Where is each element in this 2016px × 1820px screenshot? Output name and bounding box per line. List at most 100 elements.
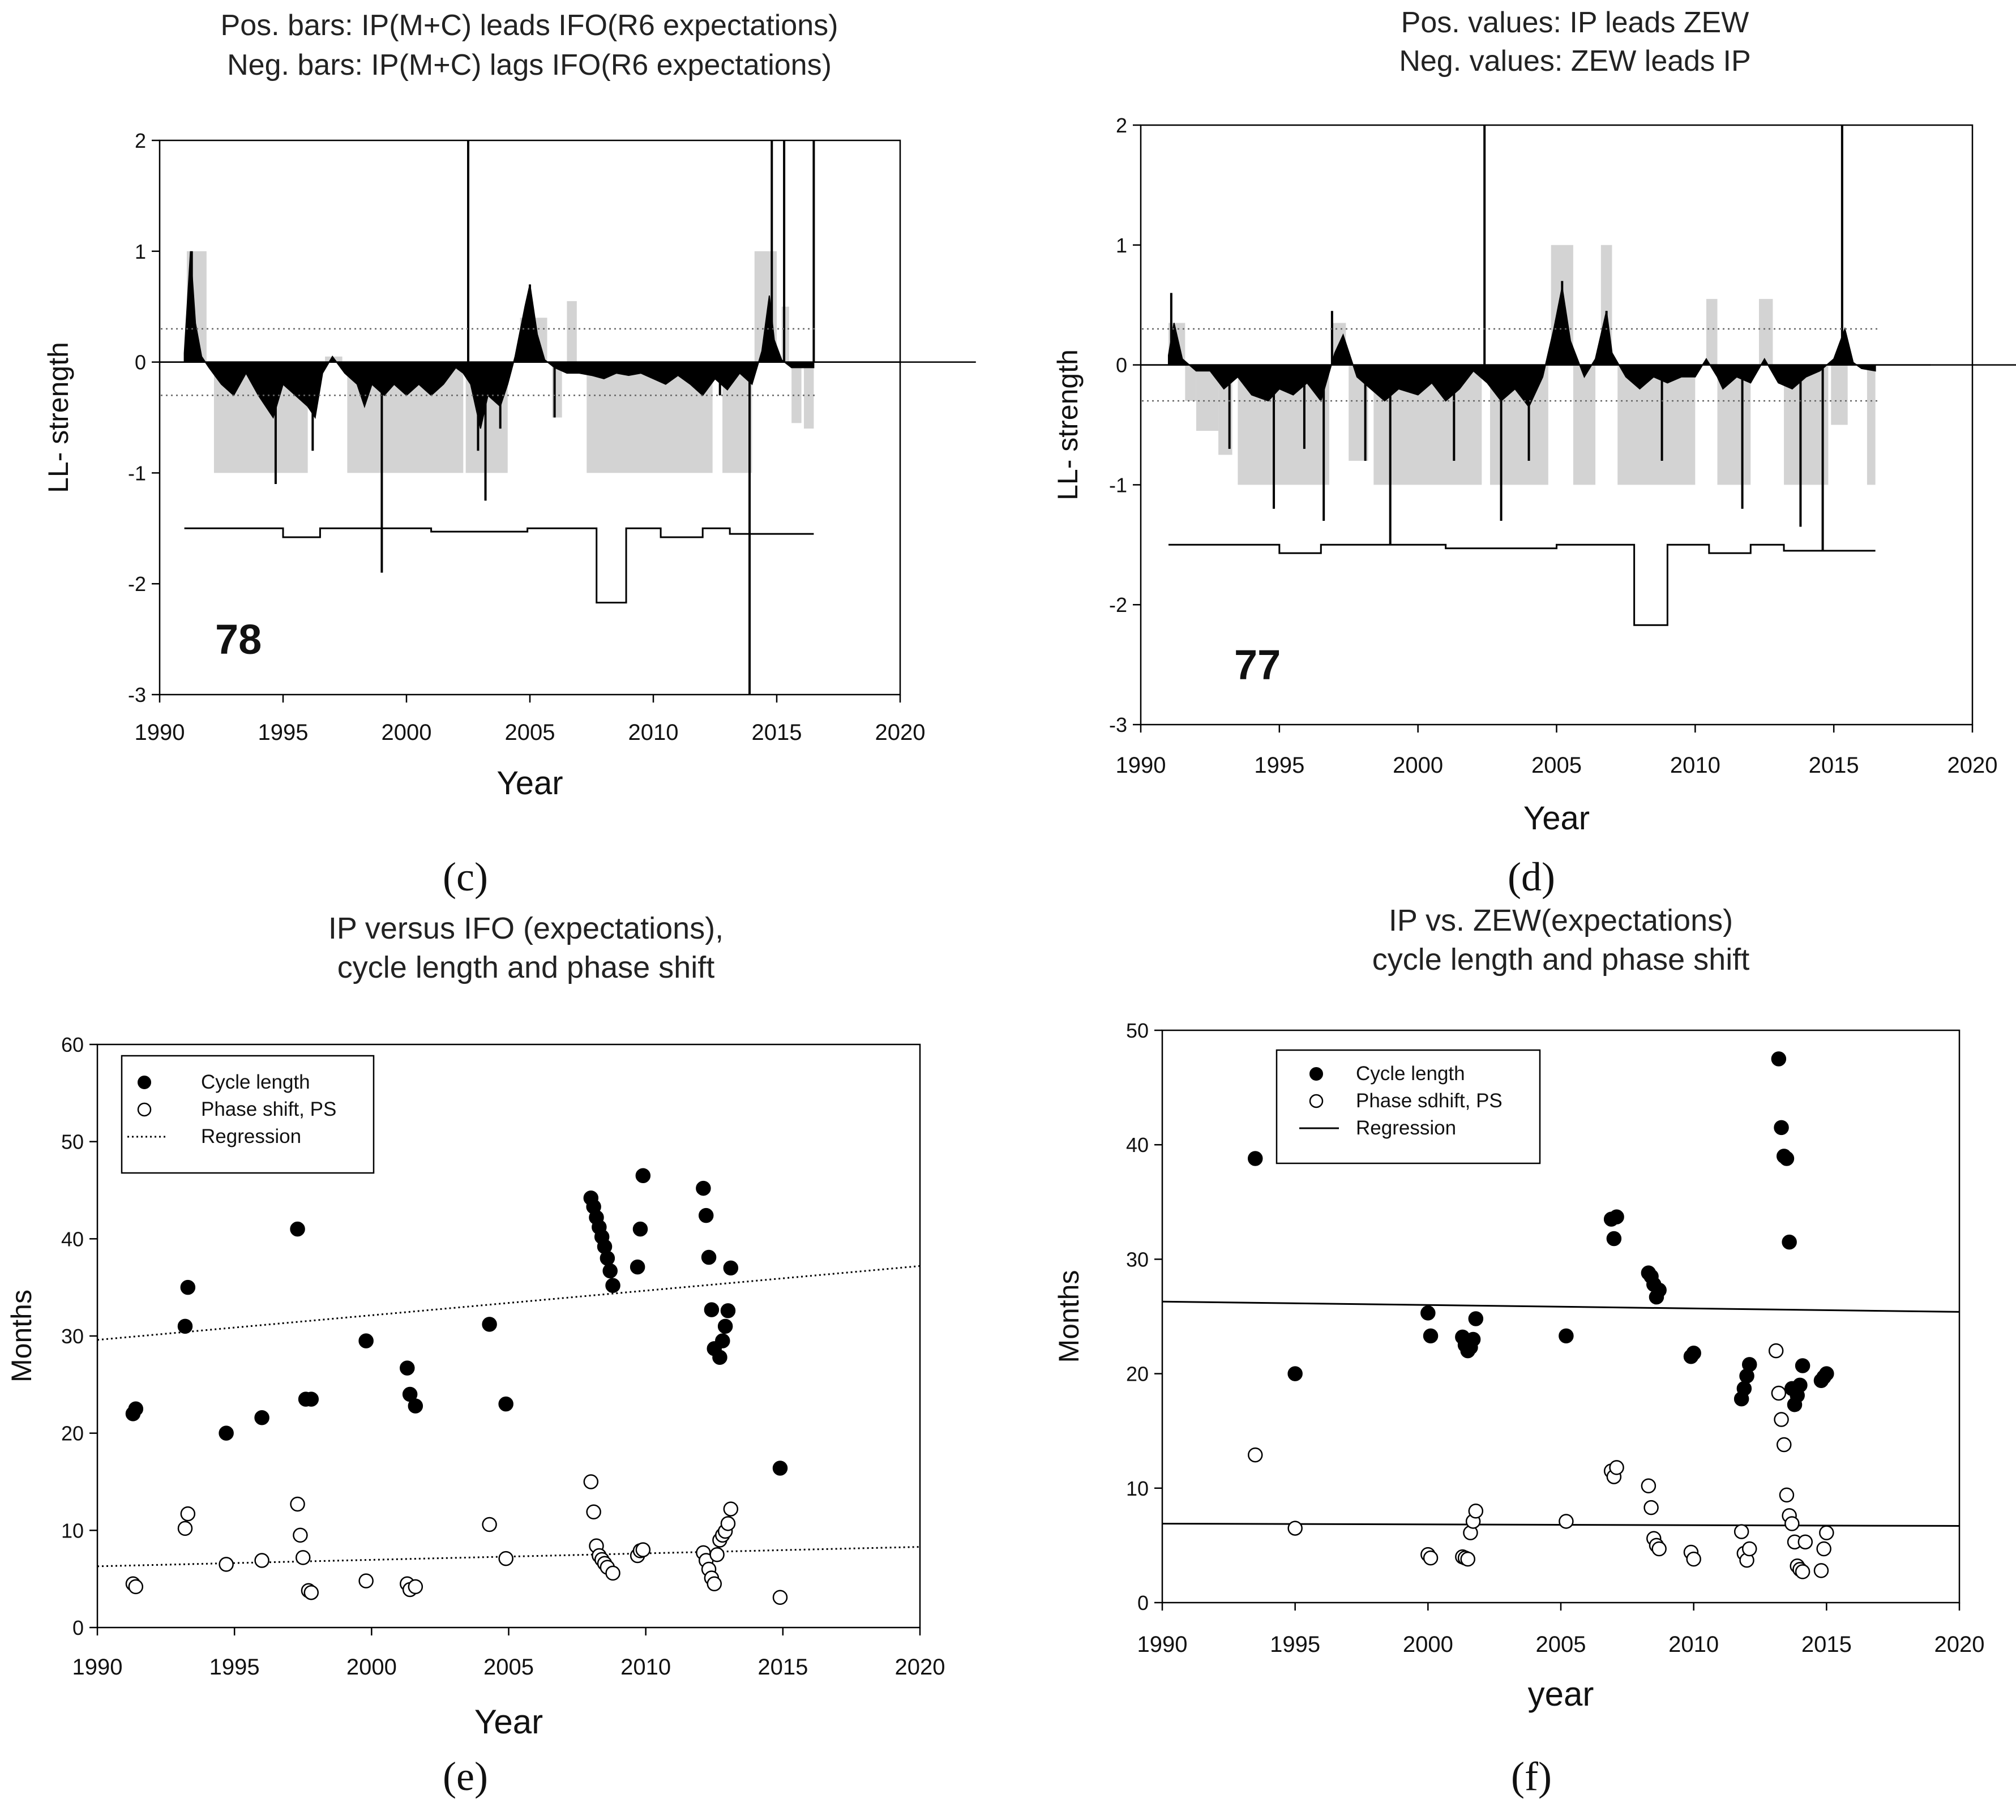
cycle-length-point <box>180 1279 196 1295</box>
cycle-length-point <box>254 1410 269 1425</box>
gray-bar <box>791 362 802 423</box>
phase-shift-point <box>1733 1524 1749 1539</box>
phase-shift-point <box>1559 1514 1574 1529</box>
panel-c: Pos. bars: IP(M+C) leads IFO(R6 expectat… <box>42 9 976 900</box>
gray-bar <box>1867 365 1876 485</box>
x-tick-label: 2015 <box>757 1655 808 1680</box>
chart-title-line: Pos. values: IP leads ZEW <box>1401 6 1749 39</box>
x-axis-label: Year <box>1523 800 1590 837</box>
cycle-length-point <box>358 1333 374 1348</box>
x-tick-label: 2000 <box>346 1655 397 1680</box>
cycle-length-point <box>704 1302 720 1317</box>
legend-marker-open <box>137 1102 152 1117</box>
phase-shift-point <box>720 1516 736 1531</box>
phase-shift-point <box>1641 1478 1657 1494</box>
cycle-length-point <box>1771 1051 1787 1067</box>
y-tick-label: 40 <box>61 1227 84 1251</box>
cycle-length-point <box>600 1251 615 1266</box>
cycle-length-point <box>482 1317 497 1332</box>
legend-box <box>121 1055 375 1174</box>
phase-shift-point <box>586 1504 601 1519</box>
phase-shift-point <box>1795 1564 1810 1579</box>
phase-shift-point <box>1768 1343 1784 1359</box>
x-tick-label: 2015 <box>1809 753 1859 778</box>
legend-label: Phase sdhift, PS <box>1356 1090 1503 1112</box>
cycle-length-point <box>1774 1120 1789 1136</box>
phase-shift-point <box>1771 1385 1787 1401</box>
chart-title-line: IP versus IFO (expectations), <box>328 911 724 945</box>
cycle-length-point <box>602 1263 618 1279</box>
cycle-length-point <box>635 1168 651 1183</box>
phase-shift-point <box>219 1557 234 1572</box>
legend-label: Regression <box>1356 1117 1456 1139</box>
phase-shift-point <box>1819 1525 1834 1540</box>
chart-title-line: IP vs. ZEW(expectations) <box>1389 903 1733 937</box>
panel-label: (c) <box>443 854 488 900</box>
phase-shift-point <box>498 1551 513 1566</box>
panel-e: IP versus IFO (expectations), cycle lengt… <box>6 911 945 1799</box>
gray-bar <box>781 306 789 362</box>
y-tick-label: -3 <box>128 683 146 706</box>
y-tick-label: 1 <box>135 240 146 263</box>
panel-label: (d) <box>1508 854 1555 900</box>
phase-shift-point <box>482 1517 497 1532</box>
phase-shift-point <box>1779 1487 1795 1503</box>
x-tick-label: 2015 <box>1801 1632 1852 1657</box>
y-tick-label: -1 <box>128 461 146 485</box>
chart-title-line: cycle length and phase shift <box>337 950 714 984</box>
cycle-length-point <box>723 1260 739 1276</box>
y-tick-label: 0 <box>1137 1591 1149 1615</box>
cycle-length-point <box>1741 1357 1757 1372</box>
cycle-length-point <box>717 1318 733 1334</box>
legend-label: Regression <box>201 1125 301 1147</box>
cycle-length-point <box>408 1398 423 1414</box>
cycle-step-line <box>1168 543 1876 626</box>
cycle-length-point <box>498 1396 513 1412</box>
gray-bar <box>1706 299 1718 365</box>
panel-f: IP vs. ZEW(expectations) cycle length and… <box>1053 903 1984 1799</box>
x-tick-label: 2005 <box>1531 753 1582 778</box>
phase-shift-point <box>296 1550 311 1565</box>
y-tick-label: 40 <box>1126 1133 1149 1157</box>
cycle-length-point <box>303 1391 319 1407</box>
cycle-length-point <box>698 1207 714 1223</box>
gray-bar <box>1573 365 1596 485</box>
y-axis-label: Months <box>1053 1270 1085 1363</box>
chart-title-line: Neg. bars: IP(M+C) lags IFO(R6 expectati… <box>227 49 832 82</box>
cycle-length-point <box>1686 1345 1701 1361</box>
cycle-length-point <box>1736 1381 1752 1397</box>
x-tick-label: 1995 <box>258 720 309 745</box>
cycle-length-point <box>1559 1328 1574 1344</box>
phase-shift-point <box>1643 1500 1659 1515</box>
y-tick-label: 0 <box>1116 354 1127 377</box>
phase-shift-point <box>772 1590 788 1605</box>
x-tick-label: 2005 <box>505 720 555 745</box>
y-tick-label: 10 <box>61 1519 84 1542</box>
cycle-length-point <box>701 1249 717 1265</box>
cycle-length-point <box>632 1221 648 1237</box>
phase-shift-point <box>1686 1551 1701 1567</box>
cycle-length-point <box>177 1318 193 1334</box>
phase-shift-point <box>1816 1541 1831 1557</box>
x-tick-label: 2010 <box>1668 1632 1719 1657</box>
panel-d: Pos. values: IP leads ZEW Neg. values: ZE… <box>1052 6 2016 900</box>
y-tick-label: 30 <box>61 1325 84 1348</box>
cycle-length-point <box>1779 1151 1795 1166</box>
gray-bar <box>567 301 577 362</box>
cycle-length-point <box>1287 1366 1303 1381</box>
y-tick-label: 30 <box>1126 1248 1149 1271</box>
phase-shift-point <box>635 1542 651 1557</box>
phase-shift-point <box>1248 1447 1263 1463</box>
x-tick-label: 2000 <box>1403 1632 1453 1657</box>
y-tick-label: 20 <box>1126 1363 1149 1386</box>
cycle-length-point <box>128 1401 144 1416</box>
chart-title-line: cycle length and phase shift <box>1372 943 1749 977</box>
cycle-length-point <box>1609 1209 1624 1224</box>
legend-label: Cycle length <box>201 1071 310 1093</box>
legend-label: Phase shift, PS <box>201 1098 336 1120</box>
cycle-length-point <box>1606 1231 1622 1247</box>
x-axis-label: Year <box>496 765 563 802</box>
y-tick-label: 50 <box>1126 1019 1149 1042</box>
cycle-length-point <box>1795 1358 1810 1373</box>
